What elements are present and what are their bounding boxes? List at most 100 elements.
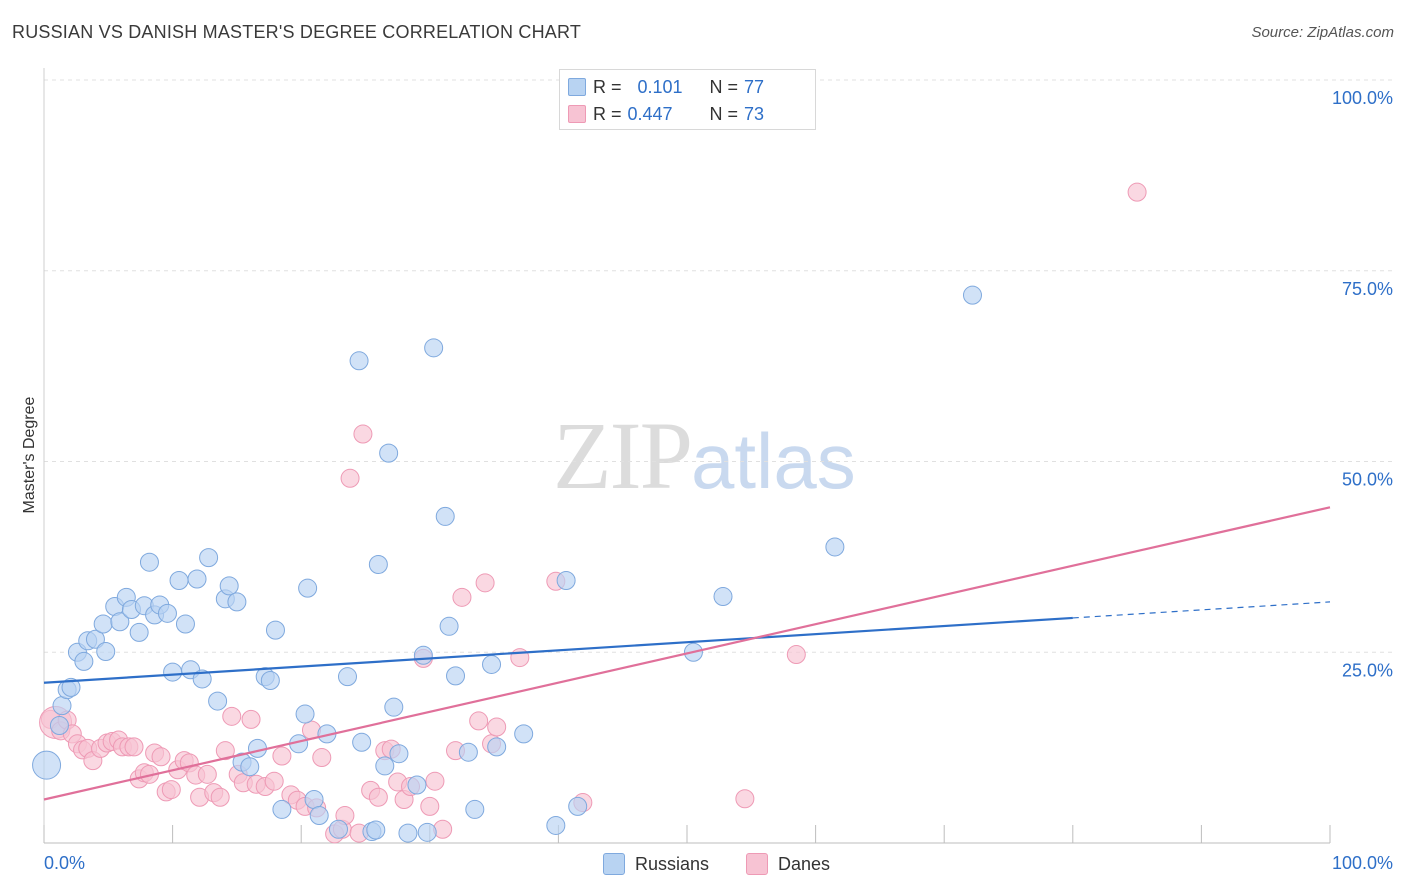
russians-point (556, 571, 576, 591)
russians-point (187, 569, 207, 589)
russians-point (465, 799, 485, 819)
russians-point (169, 571, 189, 591)
russians-point (295, 704, 315, 724)
russians-point (139, 552, 159, 572)
russians-point (32, 750, 62, 780)
russians-point (49, 715, 69, 735)
danes-point (264, 771, 284, 791)
legend-n-value: 77 (744, 76, 765, 97)
chart-title: RUSSIAN VS DANISH MASTER'S DEGREE CORREL… (12, 22, 582, 42)
danes-point (124, 737, 144, 757)
russians-point (74, 651, 94, 671)
legend-n-label: N = (709, 103, 739, 124)
russians-point (546, 815, 566, 835)
chart-source: Source: ZipAtlas.com (1251, 24, 1394, 41)
russians-point (337, 667, 357, 687)
danes-point (353, 424, 373, 444)
legend-swatch-danes (568, 105, 586, 123)
russians-point (417, 822, 437, 842)
danes-point (241, 709, 261, 729)
russians-point (199, 548, 219, 568)
legend-row-danes: R = 0.447 N = 73 (568, 103, 765, 125)
bottom-swatch-russians (603, 853, 625, 875)
russians-point (52, 696, 72, 716)
legend-row-russians: R = 0.101 N = 77 (568, 76, 765, 98)
russians-point (272, 799, 292, 819)
bottom-legend-russians: Russians (603, 852, 709, 876)
trend-lines (43, 506, 1331, 801)
danes-point (735, 789, 755, 809)
russians-point (328, 819, 348, 839)
danes-point (272, 746, 292, 766)
tick-labels: 25.0% 50.0% 75.0% 100.0% 0.0% 100.0% (44, 88, 1393, 873)
y-tick-label: 75.0% (1342, 279, 1393, 299)
russians-point (265, 620, 285, 640)
russians-point (962, 285, 982, 305)
danes-point (433, 819, 453, 839)
danes-point (469, 711, 489, 731)
danes-point (210, 787, 230, 807)
bottom-legend-label: Russians (635, 853, 710, 874)
russians-point (157, 603, 177, 623)
russians-point (389, 744, 409, 764)
x-tick-label: 0.0% (44, 853, 85, 873)
russians-point (825, 537, 845, 557)
legend-r-value: 0.447 (627, 103, 673, 124)
russians-points (32, 285, 982, 843)
x-tick-label: 100.0% (1332, 853, 1393, 873)
legend-n-label: N = (709, 76, 739, 97)
russians-point (482, 654, 502, 674)
russians-point (110, 612, 130, 632)
russians-point (398, 823, 418, 843)
russians-point (413, 645, 433, 665)
stats-legend: R = 0.101 N = 77 R = 0.447 N = 73 (559, 69, 816, 130)
y-tick-label: 25.0% (1342, 660, 1393, 680)
russians-point (352, 732, 372, 752)
legend-r-label: R = (593, 103, 622, 124)
russians-point (304, 790, 324, 810)
russians-point (175, 614, 195, 634)
danes-point (197, 764, 217, 784)
danes-point (452, 587, 472, 607)
danes-points (39, 182, 1147, 844)
russians-point (446, 666, 466, 686)
russians-point (96, 641, 116, 661)
danes-point (161, 780, 181, 800)
russians-point (93, 614, 113, 634)
russians-point (247, 738, 267, 758)
grid-lines (44, 79, 1396, 653)
danes-point (368, 787, 388, 807)
russians-point (435, 506, 455, 526)
russians-point (424, 338, 444, 358)
russians-point (349, 351, 369, 371)
legend-r-value: 0.101 (637, 76, 683, 97)
danes-point (215, 741, 235, 761)
legend-n-value: 73 (744, 103, 765, 124)
danes-trend-line (43, 506, 1331, 801)
russians-point (375, 756, 395, 776)
russians-point (487, 737, 507, 757)
russians-point (458, 742, 478, 762)
danes-point (487, 717, 507, 737)
danes-point (222, 706, 242, 726)
russians-point (407, 775, 427, 795)
russians-point (298, 578, 318, 598)
russians-point (309, 806, 329, 826)
russians-point (85, 629, 105, 649)
danes-point (1127, 182, 1147, 202)
bottom-legend-danes: Danes (746, 852, 830, 876)
legend-r-label: R = (593, 76, 622, 97)
russians-point (366, 820, 386, 840)
bottom-swatch-danes (746, 853, 768, 875)
y-tick-label: 100.0% (1332, 88, 1393, 108)
watermark-zip: ZIP (553, 402, 693, 509)
danes-point (340, 468, 360, 488)
russians-trend-line (43, 616, 1073, 684)
russians-point (219, 576, 239, 596)
bottom-legend-label: Danes (778, 853, 831, 874)
russians-point (129, 622, 149, 642)
russians-point (208, 691, 228, 711)
russians-point (514, 724, 534, 744)
danes-point (151, 747, 171, 767)
